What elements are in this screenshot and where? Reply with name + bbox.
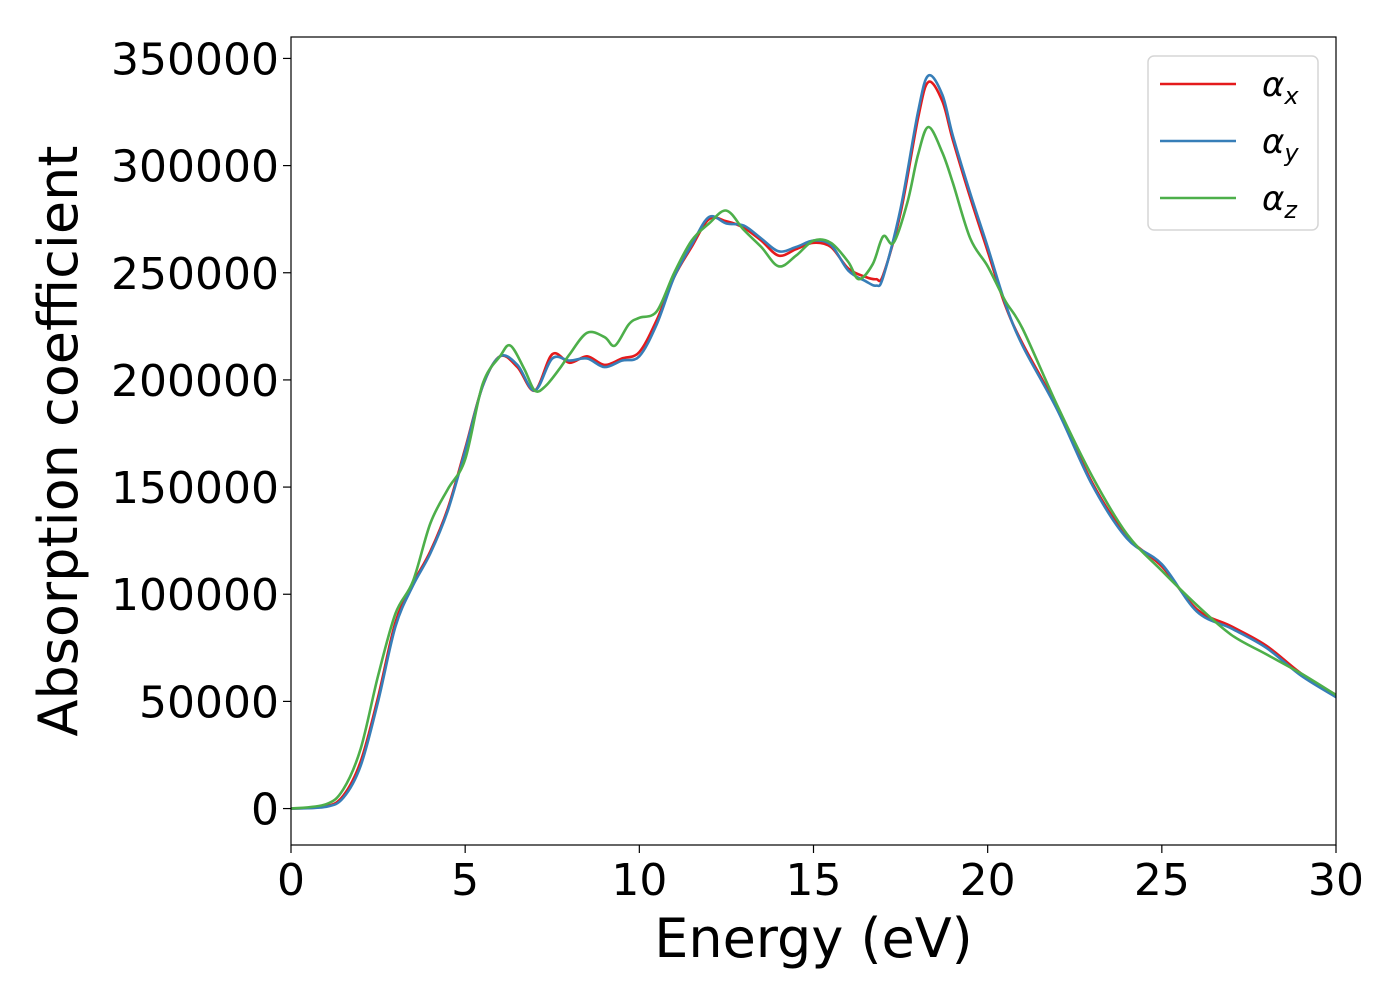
y-tick-label: 250000: [111, 249, 279, 300]
legend-label-x: αx: [1262, 65, 1299, 110]
x-tick-label: 15: [786, 855, 842, 906]
y-tick-label: 150000: [111, 463, 279, 514]
y-tick-label: 0: [251, 785, 279, 836]
x-tick-label: 20: [960, 855, 1016, 906]
y-axis-title: Absorption coefficient: [27, 146, 90, 737]
legend: αx αy αz: [1147, 55, 1319, 231]
x-tick-label: 0: [277, 855, 305, 906]
x-axis: 0 5 10 15 20 25 30: [277, 845, 1364, 906]
series-layer: [291, 73, 1336, 810]
x-tick-label: 30: [1308, 855, 1364, 906]
series-line-z: [291, 125, 1336, 810]
legend-box: [1147, 55, 1319, 231]
legend-label-z: αz: [1262, 179, 1298, 224]
x-tick-label: 25: [1134, 855, 1190, 906]
y-tick-label: 100000: [111, 570, 279, 621]
x-axis-title: Energy (eV): [654, 907, 973, 970]
x-tick-label: 10: [611, 855, 667, 906]
y-tick-label: 50000: [139, 677, 279, 728]
y-tick-label: 300000: [111, 142, 279, 193]
y-axis: 0 50000 100000 150000 200000 250000 300000 3500…: [111, 34, 291, 836]
y-tick-label: 350000: [111, 34, 279, 85]
y-tick-label: 200000: [111, 356, 279, 407]
x-tick-label: 5: [451, 855, 479, 906]
legend-label-y: αy: [1262, 122, 1299, 167]
